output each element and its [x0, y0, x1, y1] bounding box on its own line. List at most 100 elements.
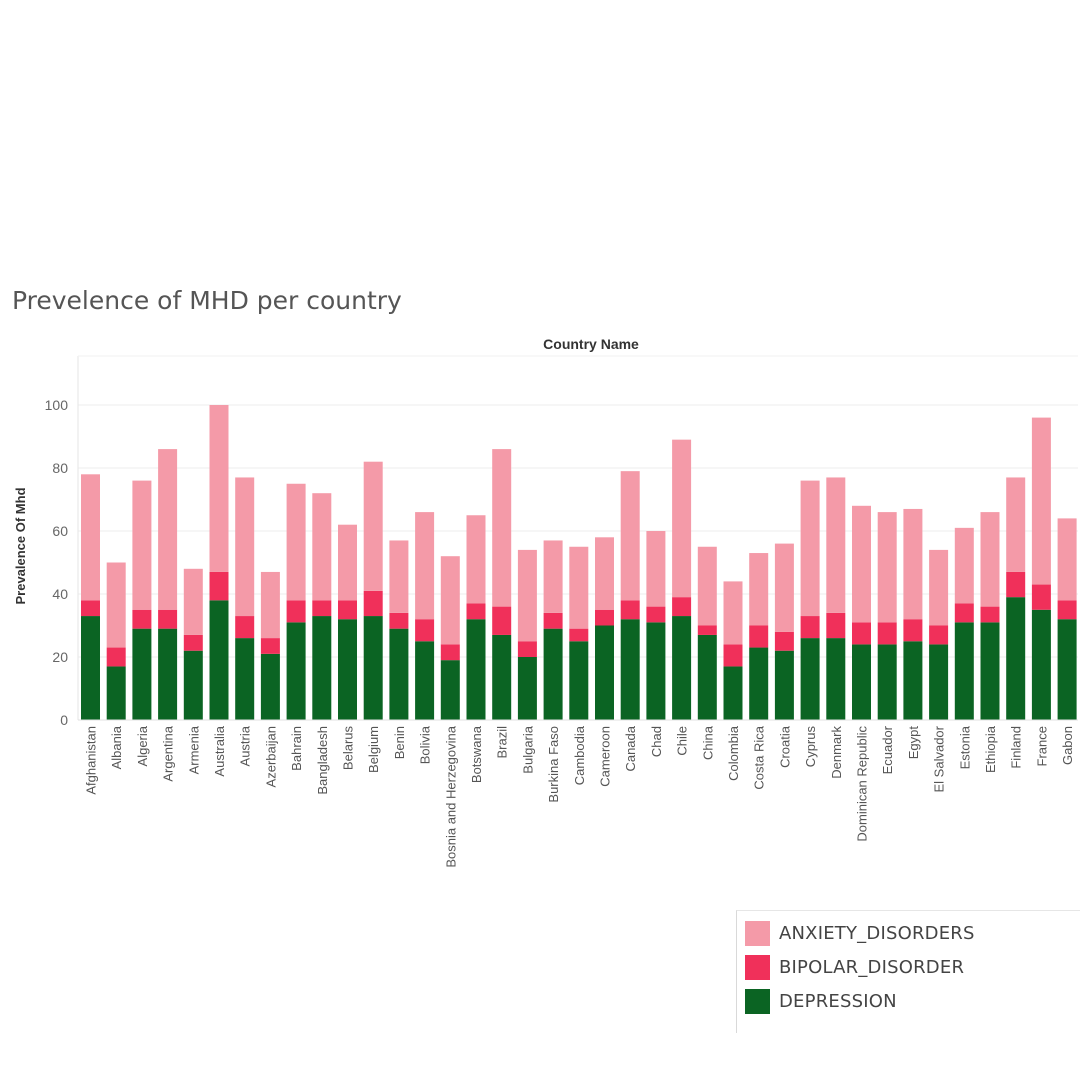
- bar-bipolar-disorder[interactable]: [183, 634, 203, 651]
- bar-bipolar-disorder[interactable]: [235, 616, 255, 639]
- bar-anxiety-disorders[interactable]: [1057, 518, 1077, 601]
- bar-bipolar-disorder[interactable]: [749, 625, 769, 648]
- bar-bipolar-disorder[interactable]: [852, 622, 871, 645]
- bar-depression[interactable]: [260, 653, 280, 720]
- bar-depression[interactable]: [749, 647, 769, 720]
- bar-depression[interactable]: [81, 616, 100, 720]
- bar-bipolar-disorder[interactable]: [209, 571, 229, 601]
- bar-bipolar-disorder[interactable]: [954, 603, 974, 623]
- bar-anxiety-disorders[interactable]: [286, 483, 306, 601]
- bar-anxiety-disorders[interactable]: [749, 553, 769, 626]
- bar-bipolar-disorder[interactable]: [774, 631, 794, 651]
- bar-anxiety-disorders[interactable]: [980, 512, 1000, 607]
- bar-depression[interactable]: [1057, 619, 1077, 720]
- bar-depression[interactable]: [852, 644, 871, 720]
- bar-depression[interactable]: [543, 628, 563, 720]
- bar-bipolar-disorder[interactable]: [569, 628, 589, 642]
- bar-anxiety-disorders[interactable]: [235, 477, 255, 617]
- bar-anxiety-disorders[interactable]: [877, 512, 897, 623]
- legend-item-bipolar[interactable]: BIPOLAR_DISORDER: [745, 954, 964, 980]
- bar-bipolar-disorder[interactable]: [723, 644, 743, 667]
- bar-bipolar-disorder[interactable]: [543, 612, 563, 629]
- bar-bipolar-disorder[interactable]: [415, 619, 435, 642]
- bar-depression[interactable]: [1031, 609, 1051, 720]
- bar-depression[interactable]: [286, 622, 306, 720]
- bar-bipolar-disorder[interactable]: [1006, 571, 1026, 598]
- bar-depression[interactable]: [954, 622, 974, 720]
- bar-depression[interactable]: [312, 616, 332, 720]
- bar-bipolar-disorder[interactable]: [826, 612, 846, 639]
- bar-depression[interactable]: [595, 625, 614, 721]
- bar-depression[interactable]: [132, 628, 152, 720]
- bar-bipolar-disorder[interactable]: [903, 619, 923, 642]
- bar-bipolar-disorder[interactable]: [158, 609, 178, 629]
- bar-anxiety-disorders[interactable]: [338, 524, 357, 601]
- bar-bipolar-disorder[interactable]: [595, 609, 614, 626]
- bar-bipolar-disorder[interactable]: [672, 597, 692, 617]
- bar-bipolar-disorder[interactable]: [132, 609, 152, 629]
- bar-depression[interactable]: [980, 622, 1000, 720]
- bar-anxiety-disorders[interactable]: [1006, 477, 1026, 572]
- bar-depression[interactable]: [389, 628, 409, 720]
- bar-bipolar-disorder[interactable]: [466, 603, 486, 620]
- bar-depression[interactable]: [492, 634, 512, 720]
- bar-anxiety-disorders[interactable]: [543, 540, 563, 613]
- bar-bipolar-disorder[interactable]: [1057, 600, 1077, 620]
- bar-depression[interactable]: [697, 634, 717, 720]
- bar-anxiety-disorders[interactable]: [646, 531, 666, 607]
- bar-bipolar-disorder[interactable]: [620, 600, 640, 620]
- bar-bipolar-disorder[interactable]: [1031, 584, 1051, 610]
- bar-bipolar-disorder[interactable]: [646, 606, 666, 623]
- bar-bipolar-disorder[interactable]: [286, 600, 306, 623]
- bar-depression[interactable]: [672, 616, 692, 720]
- bar-anxiety-disorders[interactable]: [389, 540, 409, 613]
- bar-bipolar-disorder[interactable]: [338, 600, 357, 620]
- bar-bipolar-disorder[interactable]: [877, 622, 897, 645]
- bar-depression[interactable]: [440, 660, 460, 720]
- bar-bipolar-disorder[interactable]: [492, 606, 512, 635]
- bar-anxiety-disorders[interactable]: [697, 546, 717, 626]
- bar-depression[interactable]: [517, 657, 537, 720]
- bar-bipolar-disorder[interactable]: [260, 638, 280, 654]
- bar-depression[interactable]: [415, 641, 435, 720]
- bar-bipolar-disorder[interactable]: [312, 600, 332, 617]
- bar-anxiety-disorders[interactable]: [312, 493, 332, 601]
- bar-depression[interactable]: [183, 650, 203, 720]
- bar-anxiety-disorders[interactable]: [595, 537, 614, 610]
- legend-item-anxiety[interactable]: ANXIETY_DISORDERS: [745, 920, 975, 946]
- bar-depression[interactable]: [1006, 597, 1026, 720]
- bar-depression[interactable]: [723, 666, 743, 720]
- bar-bipolar-disorder[interactable]: [980, 606, 1000, 623]
- bar-anxiety-disorders[interactable]: [81, 474, 100, 601]
- bar-anxiety-disorders[interactable]: [183, 568, 203, 635]
- bar-bipolar-disorder[interactable]: [440, 644, 460, 661]
- bar-bipolar-disorder[interactable]: [81, 600, 100, 617]
- bar-anxiety-disorders[interactable]: [1031, 417, 1051, 585]
- bar-depression[interactable]: [569, 641, 589, 720]
- bar-anxiety-disorders[interactable]: [903, 508, 923, 620]
- bar-depression[interactable]: [826, 638, 846, 720]
- bar-anxiety-disorders[interactable]: [363, 461, 383, 591]
- bar-anxiety-disorders[interactable]: [517, 549, 537, 642]
- bar-depression[interactable]: [620, 619, 640, 720]
- bar-anxiety-disorders[interactable]: [492, 449, 512, 607]
- bar-anxiety-disorders[interactable]: [440, 556, 460, 645]
- bar-anxiety-disorders[interactable]: [954, 527, 974, 604]
- bar-depression[interactable]: [338, 619, 357, 720]
- legend-item-depression[interactable]: DEPRESSION: [745, 988, 897, 1014]
- bar-anxiety-disorders[interactable]: [569, 546, 589, 629]
- bar-anxiety-disorders[interactable]: [209, 405, 229, 572]
- bar-anxiety-disorders[interactable]: [620, 471, 640, 601]
- bar-bipolar-disorder[interactable]: [929, 625, 949, 645]
- bar-depression[interactable]: [903, 641, 923, 720]
- bar-depression[interactable]: [363, 616, 383, 720]
- bar-anxiety-disorders[interactable]: [800, 480, 820, 617]
- bar-anxiety-disorders[interactable]: [723, 581, 743, 645]
- bar-anxiety-disorders[interactable]: [106, 562, 126, 648]
- bar-depression[interactable]: [877, 644, 897, 720]
- bar-depression[interactable]: [929, 644, 949, 720]
- bar-depression[interactable]: [235, 638, 255, 720]
- bar-anxiety-disorders[interactable]: [158, 449, 178, 610]
- bar-anxiety-disorders[interactable]: [466, 515, 486, 604]
- bar-depression[interactable]: [774, 650, 794, 720]
